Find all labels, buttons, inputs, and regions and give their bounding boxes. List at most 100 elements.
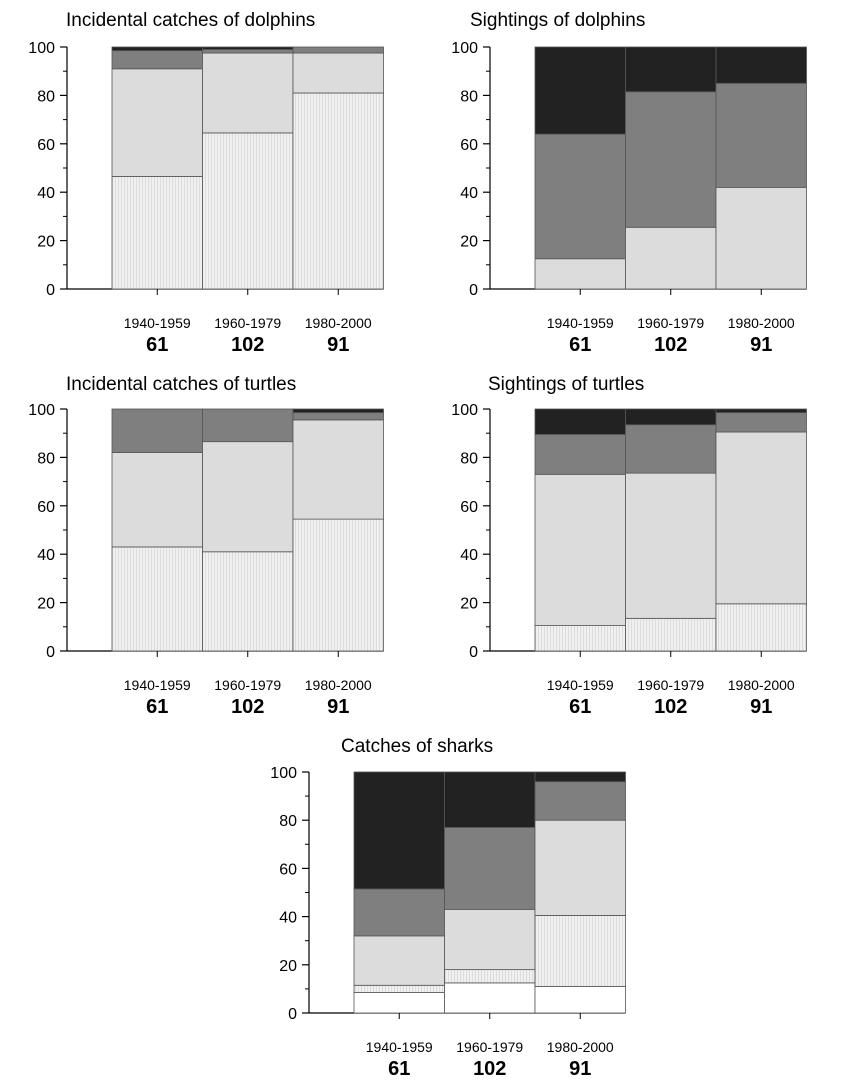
bar-segment bbox=[202, 52, 294, 134]
chart-panel: Catches of sharks 0 20 40 60 80 100 1940-1959 61… bbox=[270, 736, 626, 1080]
y-tick-label: 40 bbox=[37, 547, 55, 564]
bar-segment bbox=[625, 91, 717, 228]
category-label: 1980-2000 bbox=[305, 315, 372, 331]
bar-segment bbox=[292, 92, 384, 290]
bar-segment bbox=[444, 908, 536, 971]
y-tick-label: 0 bbox=[469, 282, 478, 299]
category-label: 1940-1959 bbox=[124, 315, 191, 331]
bar-segment bbox=[444, 969, 536, 984]
bar-segment bbox=[534, 473, 626, 626]
y-tick-label: 80 bbox=[37, 88, 55, 105]
bar-segment bbox=[625, 408, 717, 426]
bar-segment bbox=[202, 46, 294, 50]
y-tick-label: 80 bbox=[37, 450, 55, 467]
bar-segment bbox=[534, 819, 626, 916]
y-tick-label: 0 bbox=[46, 644, 55, 661]
category-label: 1940-1959 bbox=[547, 315, 614, 331]
y-tick-label: 40 bbox=[460, 185, 478, 202]
bar-segment bbox=[625, 424, 717, 474]
bar-segment bbox=[444, 827, 536, 910]
bar-segment bbox=[353, 984, 445, 993]
category-label: 1980-2000 bbox=[547, 1039, 614, 1055]
category-label: 1960-1979 bbox=[456, 1039, 523, 1055]
bar-segment bbox=[715, 431, 807, 605]
bar-segment bbox=[202, 408, 294, 443]
bar-segment bbox=[715, 186, 807, 290]
sample-size-label: 102 bbox=[473, 1058, 506, 1080]
category-label: 1940-1959 bbox=[366, 1039, 433, 1055]
bar-segment bbox=[444, 771, 536, 828]
bar-segment bbox=[534, 771, 626, 783]
bar-segment bbox=[534, 625, 626, 652]
bar-segment bbox=[111, 50, 203, 70]
bar-segment bbox=[625, 617, 717, 652]
bar-segment bbox=[353, 888, 445, 937]
category-label: 1960-1979 bbox=[214, 315, 281, 331]
y-tick-label: 20 bbox=[460, 596, 478, 613]
chart-title: Incidental catches of turtles bbox=[66, 374, 296, 395]
bar-segment bbox=[444, 982, 536, 1014]
bar-segment bbox=[292, 419, 384, 520]
bar-segment bbox=[111, 176, 203, 290]
bar-segment bbox=[202, 49, 294, 54]
y-tick-label: 40 bbox=[37, 185, 55, 202]
bar-segment bbox=[715, 603, 807, 652]
sample-size-label: 102 bbox=[654, 696, 687, 718]
sample-size-label: 102 bbox=[654, 334, 687, 356]
y-tick-label: 20 bbox=[37, 234, 55, 251]
y-tick-label: 20 bbox=[460, 234, 478, 251]
y-tick-label: 100 bbox=[451, 402, 478, 419]
chart-title: Sightings of dolphins bbox=[470, 10, 645, 31]
sample-size-label: 102 bbox=[231, 696, 264, 718]
bar-segment bbox=[353, 992, 445, 1014]
sample-size-label: 61 bbox=[146, 334, 168, 356]
category-label: 1940-1959 bbox=[124, 677, 191, 693]
chart-title: Sightings of turtles bbox=[488, 374, 644, 395]
bar-segment bbox=[111, 546, 203, 652]
y-tick-label: 0 bbox=[46, 282, 55, 299]
category-label: 1960-1979 bbox=[214, 677, 281, 693]
y-tick-label: 80 bbox=[460, 450, 478, 467]
sample-size-label: 91 bbox=[327, 334, 349, 356]
bar-segment bbox=[202, 132, 294, 290]
y-tick-label: 80 bbox=[279, 813, 297, 830]
bar-segment bbox=[534, 258, 626, 290]
sample-size-label: 91 bbox=[750, 334, 772, 356]
y-tick-label: 100 bbox=[28, 402, 55, 419]
category-label: 1980-2000 bbox=[728, 677, 795, 693]
bar-segment bbox=[534, 986, 626, 1014]
bar-segment bbox=[534, 781, 626, 821]
bar-segment bbox=[292, 46, 384, 54]
bar-segment bbox=[625, 472, 717, 619]
y-tick-label: 60 bbox=[37, 499, 55, 516]
y-tick-label: 20 bbox=[279, 958, 297, 975]
bar-segment bbox=[715, 82, 807, 188]
y-tick-label: 20 bbox=[37, 596, 55, 613]
category-label: 1940-1959 bbox=[547, 677, 614, 693]
bar-segment bbox=[292, 412, 384, 421]
bar-segment bbox=[111, 46, 203, 52]
sample-size-label: 61 bbox=[388, 1058, 410, 1080]
sample-size-label: 61 bbox=[569, 696, 591, 718]
sample-size-label: 61 bbox=[146, 696, 168, 718]
bar-segment bbox=[625, 46, 717, 93]
category-label: 1960-1979 bbox=[637, 315, 704, 331]
y-tick-label: 0 bbox=[469, 644, 478, 661]
bar-segment bbox=[202, 551, 294, 652]
y-tick-label: 60 bbox=[460, 499, 478, 516]
bar-segment bbox=[292, 408, 384, 414]
y-tick-label: 40 bbox=[279, 910, 297, 927]
bar-segment bbox=[202, 441, 294, 553]
y-tick-label: 100 bbox=[451, 40, 478, 57]
bar-segment bbox=[534, 914, 626, 987]
sample-size-label: 91 bbox=[569, 1058, 591, 1080]
bar-segment bbox=[534, 408, 626, 435]
category-label: 1980-2000 bbox=[305, 677, 372, 693]
sample-size-label: 91 bbox=[327, 696, 349, 718]
bar-segment bbox=[292, 518, 384, 652]
y-tick-label: 40 bbox=[460, 547, 478, 564]
bar-segment bbox=[715, 46, 807, 84]
bar-segment bbox=[715, 412, 807, 433]
chart-panel: Incidental catches of dolphins 0 20 40 60 80 1… bbox=[28, 10, 384, 356]
